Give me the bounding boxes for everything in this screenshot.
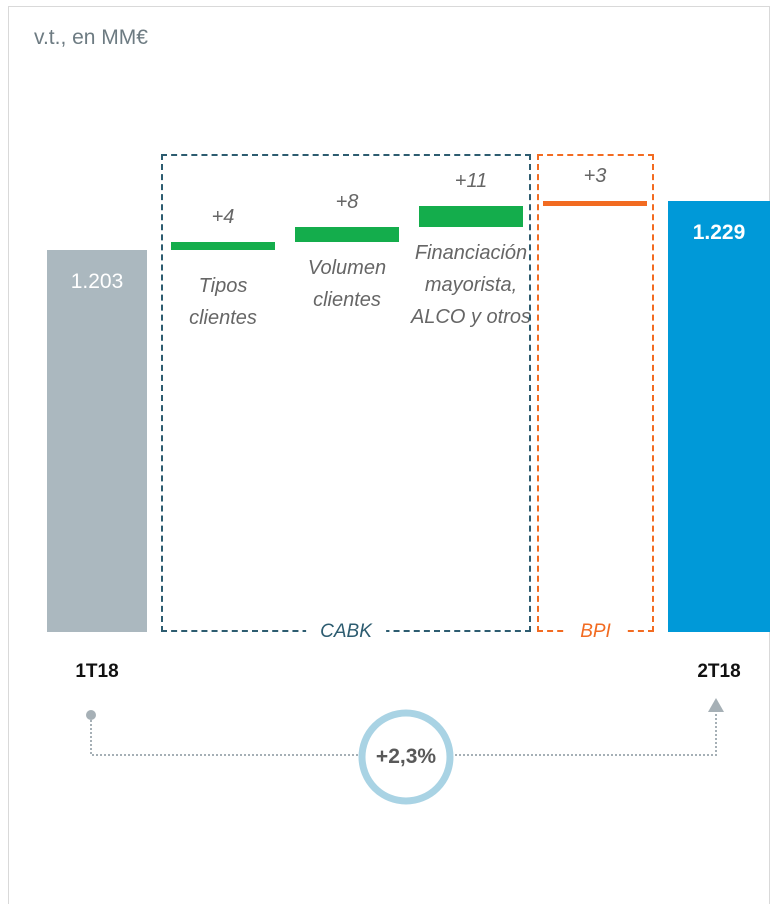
group-box: [161, 154, 531, 632]
subtitle: v.t., en MM€: [34, 26, 148, 49]
value-label: 1.203: [70, 269, 124, 293]
group-label: BPI: [566, 621, 625, 643]
value-label: +4: [211, 206, 235, 229]
group-label: CABK: [306, 621, 386, 643]
bar: [47, 249, 147, 632]
category-label: Volumen clientes: [307, 257, 387, 312]
value-label: 1.229: [692, 220, 746, 244]
bar: [668, 200, 770, 632]
value-label: +8: [335, 191, 359, 214]
category-label: Tipos clientes: [189, 274, 257, 329]
category-label: 2T18: [697, 661, 741, 682]
bar: [543, 200, 647, 207]
value-label: +3: [583, 164, 607, 187]
bar: [171, 242, 275, 250]
category-label: 1T18: [75, 661, 119, 682]
group-box: [537, 154, 654, 632]
value-label: +11: [454, 170, 488, 193]
bar: [419, 206, 523, 228]
category-label: Financiación mayorista, ALCO y otros: [410, 242, 532, 329]
annotation: +2,3%: [375, 745, 437, 768]
bar: [295, 227, 399, 243]
